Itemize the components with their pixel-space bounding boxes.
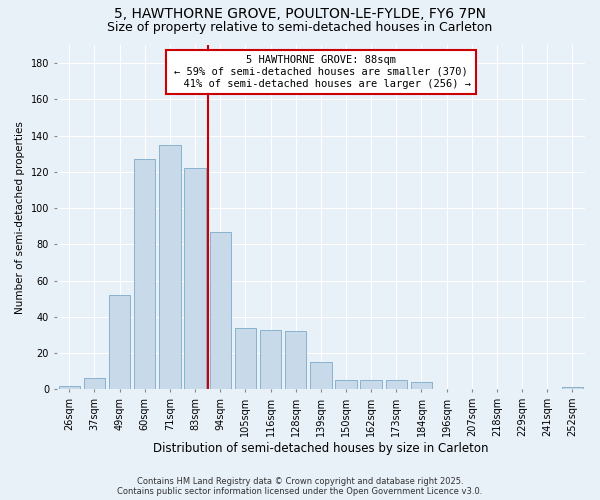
Bar (562, 388, 583, 390)
Bar (109, 295, 130, 390)
Text: 5 HAWTHORNE GROVE: 88sqm
← 59% of semi-detached houses are smaller (370)
  41% o: 5 HAWTHORNE GROVE: 88sqm ← 59% of semi-d… (171, 56, 471, 88)
X-axis label: Distribution of semi-detached houses by size in Carleton: Distribution of semi-detached houses by … (153, 442, 488, 455)
Text: 5, HAWTHORNE GROVE, POULTON-LE-FYLDE, FY6 7PN: 5, HAWTHORNE GROVE, POULTON-LE-FYLDE, FY… (114, 8, 486, 22)
Text: Size of property relative to semi-detached houses in Carleton: Size of property relative to semi-detach… (107, 21, 493, 34)
Bar (285, 332, 307, 390)
Bar (361, 380, 382, 390)
Text: Contains HM Land Registry data © Crown copyright and database right 2025.
Contai: Contains HM Land Registry data © Crown c… (118, 476, 482, 496)
Bar (84, 378, 105, 390)
Bar (134, 159, 155, 390)
Bar (184, 168, 206, 390)
Bar (235, 328, 256, 390)
Y-axis label: Number of semi-detached properties: Number of semi-detached properties (15, 120, 25, 314)
Bar (310, 362, 332, 390)
Bar (411, 382, 432, 390)
Bar (335, 380, 356, 390)
Bar (260, 330, 281, 390)
Bar (59, 386, 80, 390)
Bar (159, 144, 181, 390)
Bar (386, 380, 407, 390)
Bar (209, 232, 231, 390)
